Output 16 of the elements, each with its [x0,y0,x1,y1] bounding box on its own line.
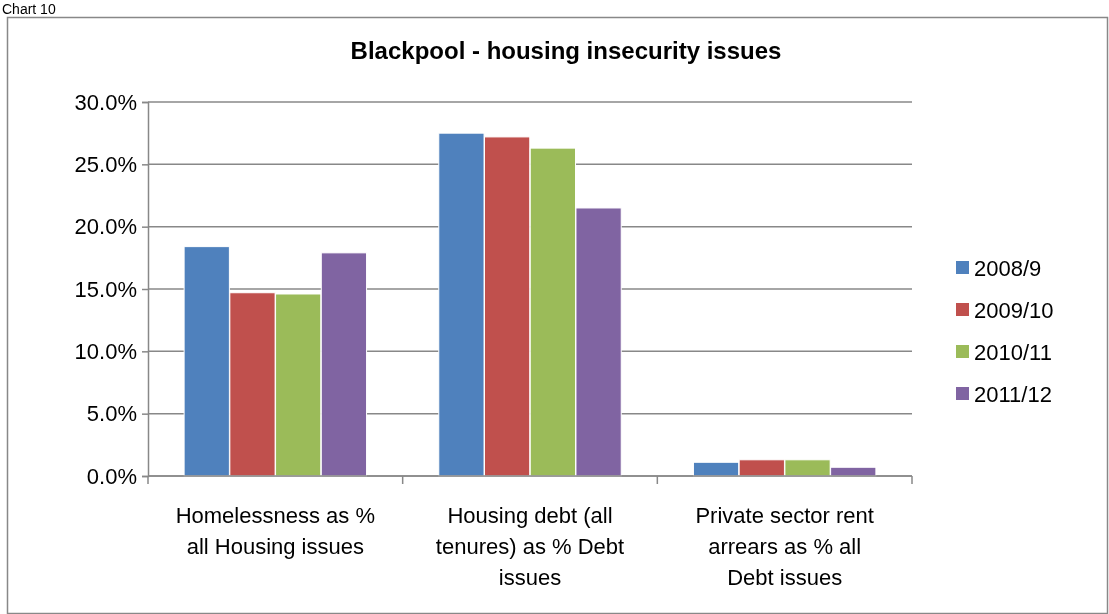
legend-label: 2009/10 [974,298,1054,323]
legend-label: 2008/9 [974,256,1042,281]
x-tick-label: Private sector rent arrears as % all Debt issues [695,503,874,590]
y-tick-label: 0.0% [86,463,137,489]
caption: Chart 10 [2,1,56,17]
x-tick-label: Homelessness as % all Housing issues [175,503,375,559]
legend-label: 2010/11 [974,340,1052,365]
y-tick-label: 5.0% [86,401,137,427]
x-tick-label: Housing debt (all tenures) as % Debt issues [435,503,625,590]
y-tick-label: 30.0% [74,89,137,115]
y-tick-label: 15.0% [74,276,137,302]
chart-title: Blackpool - housing insecurity issues [350,37,782,64]
legend-label: 2011/12 [974,382,1052,407]
y-tick-label: 20.0% [74,214,137,240]
y-tick-label: 25.0% [74,151,137,177]
y-tick-label: 10.0% [74,338,137,364]
